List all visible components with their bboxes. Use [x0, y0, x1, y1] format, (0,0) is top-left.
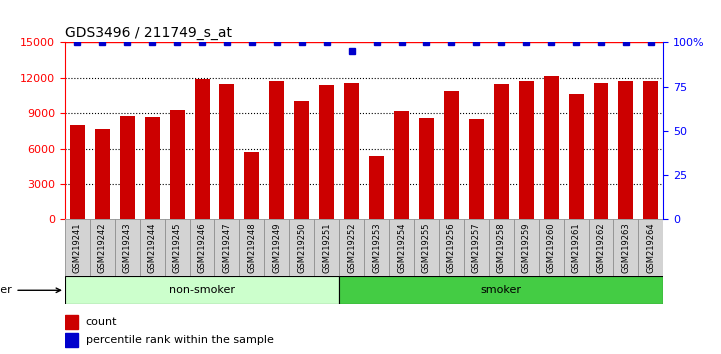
- Text: GSM219244: GSM219244: [148, 222, 156, 273]
- Bar: [389, 219, 414, 276]
- Bar: [319, 85, 334, 219]
- Bar: [145, 117, 159, 219]
- Text: GSM219252: GSM219252: [347, 222, 356, 273]
- Bar: [164, 219, 190, 276]
- Text: GSM219241: GSM219241: [73, 222, 82, 273]
- Bar: [369, 156, 384, 219]
- Bar: [219, 84, 234, 219]
- Bar: [539, 219, 564, 276]
- Bar: [394, 111, 409, 219]
- Bar: [494, 84, 509, 219]
- Bar: [344, 82, 359, 219]
- Text: GSM219242: GSM219242: [98, 222, 107, 273]
- Bar: [439, 219, 464, 276]
- Bar: [513, 219, 539, 276]
- Bar: [339, 276, 663, 304]
- Bar: [115, 219, 140, 276]
- Text: non-smoker: non-smoker: [169, 285, 235, 295]
- Bar: [544, 75, 559, 219]
- Text: GSM219257: GSM219257: [472, 222, 481, 273]
- Text: GSM219263: GSM219263: [622, 222, 630, 273]
- Bar: [339, 219, 364, 276]
- Bar: [419, 118, 434, 219]
- Bar: [489, 219, 513, 276]
- Bar: [593, 82, 609, 219]
- Text: percentile rank within the sample: percentile rank within the sample: [86, 335, 274, 345]
- Bar: [190, 219, 215, 276]
- Bar: [444, 91, 459, 219]
- Text: GSM219260: GSM219260: [547, 222, 556, 273]
- Text: GSM219253: GSM219253: [372, 222, 381, 273]
- Text: GSM219250: GSM219250: [297, 222, 306, 273]
- Bar: [169, 110, 185, 219]
- Text: GSM219255: GSM219255: [422, 222, 431, 273]
- Bar: [289, 219, 314, 276]
- Text: GSM219245: GSM219245: [172, 222, 182, 273]
- Bar: [464, 219, 489, 276]
- Bar: [619, 81, 634, 219]
- Text: GSM219251: GSM219251: [322, 222, 331, 273]
- Bar: [270, 81, 284, 219]
- Text: GSM219254: GSM219254: [397, 222, 406, 273]
- Bar: [90, 219, 115, 276]
- Bar: [239, 219, 265, 276]
- Bar: [70, 125, 85, 219]
- Bar: [614, 219, 638, 276]
- Bar: [65, 333, 78, 347]
- Text: GSM219256: GSM219256: [447, 222, 456, 273]
- Text: GDS3496 / 211749_s_at: GDS3496 / 211749_s_at: [65, 26, 232, 40]
- Text: GSM219258: GSM219258: [497, 222, 505, 273]
- Text: smoker: smoker: [481, 285, 522, 295]
- Bar: [588, 219, 614, 276]
- Text: other: other: [0, 285, 61, 295]
- Bar: [569, 95, 583, 219]
- Bar: [95, 129, 110, 219]
- Bar: [564, 219, 588, 276]
- Text: GSM219259: GSM219259: [522, 222, 531, 273]
- Text: GSM219246: GSM219246: [198, 222, 206, 273]
- Bar: [65, 219, 90, 276]
- Text: GSM219243: GSM219243: [123, 222, 132, 273]
- Bar: [469, 119, 484, 219]
- Bar: [294, 102, 309, 219]
- Text: GSM219247: GSM219247: [223, 222, 231, 273]
- Text: GSM219264: GSM219264: [646, 222, 655, 273]
- Bar: [244, 152, 260, 219]
- Bar: [364, 219, 389, 276]
- Bar: [120, 116, 135, 219]
- Bar: [638, 219, 663, 276]
- Bar: [65, 276, 339, 304]
- Text: GSM219262: GSM219262: [596, 222, 606, 273]
- Bar: [643, 81, 658, 219]
- Bar: [65, 315, 78, 329]
- Bar: [414, 219, 439, 276]
- Text: GSM219249: GSM219249: [273, 222, 281, 273]
- Text: count: count: [86, 318, 118, 327]
- Bar: [518, 81, 534, 219]
- Text: GSM219261: GSM219261: [572, 222, 580, 273]
- Bar: [195, 79, 210, 219]
- Bar: [314, 219, 339, 276]
- Text: GSM219248: GSM219248: [247, 222, 257, 273]
- Bar: [265, 219, 289, 276]
- Bar: [215, 219, 239, 276]
- Bar: [140, 219, 164, 276]
